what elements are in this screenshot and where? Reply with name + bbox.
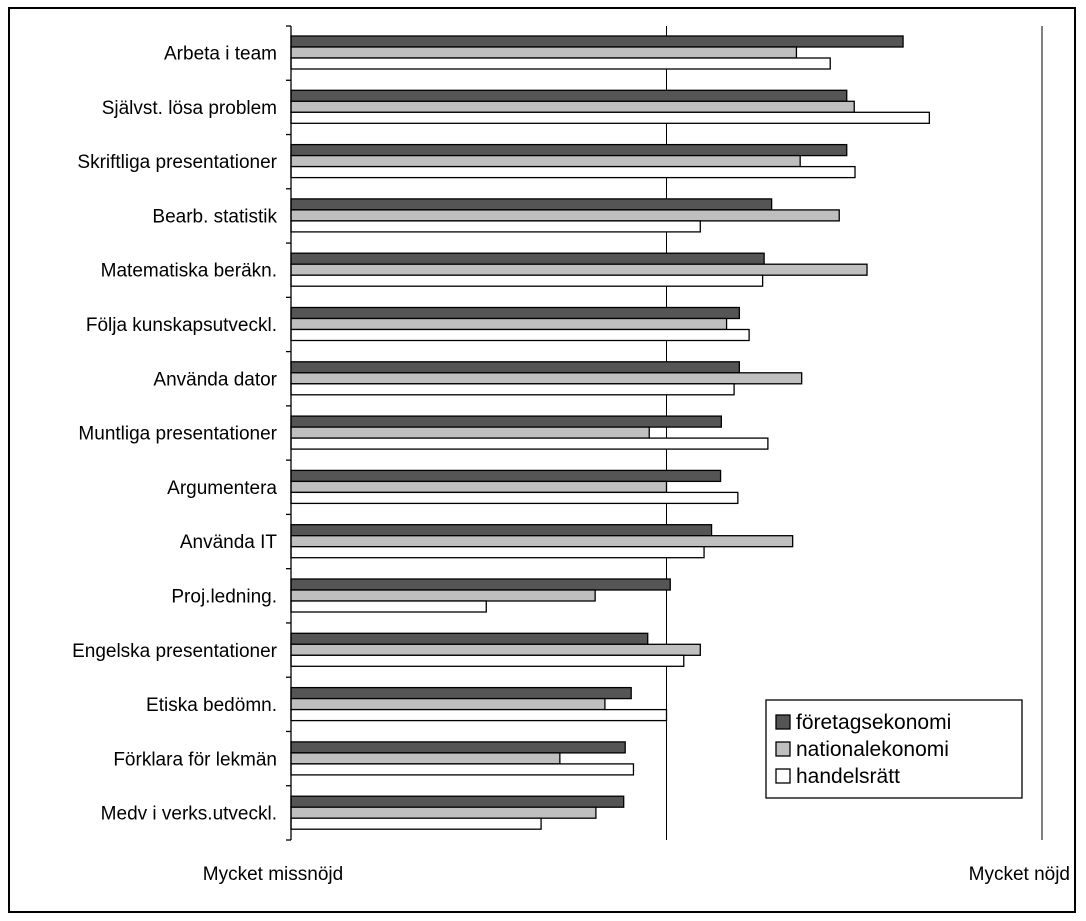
bar-nationalekonomi-2	[290, 154, 801, 168]
category-label-3: Bearb. statistik	[152, 206, 277, 227]
bar-företagsekonomi-6	[290, 361, 740, 374]
bar-företagsekonomi-0	[290, 35, 904, 48]
bar-handelsrätt-4	[290, 274, 764, 287]
bar-nationalekonomi-3	[290, 209, 840, 222]
bar-nationalekonomi-10	[290, 589, 596, 602]
legend-swatch-företagsekonomi	[775, 714, 791, 730]
bar-företagsekonomi-12	[290, 686, 632, 700]
bar-chart: Arbeta i team Självst. lösa problem Skrift…	[72, 25, 1070, 885]
category-label-11: Engelska presentationer	[72, 641, 278, 662]
bar-företagsekonomi-1	[290, 89, 848, 102]
category-label-6: Använda dator	[153, 369, 277, 390]
category-label-9: Använda IT	[180, 532, 278, 553]
category-label-7: Muntliga presentationer	[78, 424, 277, 445]
legend-label-nationalekonomi: nationalekonomi	[796, 738, 949, 761]
legend-swatch-nationalekonomi	[775, 741, 791, 757]
bar-handelsrätt-12	[290, 708, 668, 722]
bar-nationalekonomi-13	[290, 752, 561, 765]
bar-handelsrätt-3	[290, 220, 701, 233]
bar-nationalekonomi-9	[290, 535, 794, 548]
bar-nationalekonomi-7	[290, 426, 650, 439]
bar-nationalekonomi-5	[290, 317, 728, 331]
bar-nationalekonomi-4	[290, 263, 868, 276]
bar-företagsekonomi-14	[290, 795, 625, 808]
bar-handelsrätt-10	[290, 600, 487, 613]
bar-företagsekonomi-4	[290, 252, 765, 265]
chart-frame: Arbeta i team Självst. lösa problem Skrift…	[8, 7, 1076, 913]
bar-företagsekonomi-11	[290, 632, 649, 645]
bar-handelsrätt-7	[290, 437, 769, 450]
category-label-10: Proj.ledning.	[171, 587, 277, 608]
bar-handelsrätt-13	[290, 763, 635, 776]
bar-företagsekonomi-10	[290, 578, 671, 591]
bar-handelsrätt-6	[290, 383, 735, 396]
category-label-2: Skriftliga presentationer	[77, 152, 277, 173]
category-label-1: Självst. lösa problem	[102, 98, 277, 119]
bar-företagsekonomi-3	[290, 198, 773, 211]
legend-swatch-handelsrätt	[775, 768, 791, 784]
bar-nationalekonomi-8	[290, 480, 668, 494]
category-label-4: Matematiska beräkn.	[101, 261, 277, 282]
bar-företagsekonomi-5	[290, 306, 740, 320]
bar-handelsrätt-11	[290, 654, 685, 667]
category-label-8: Argumentera	[167, 478, 277, 499]
category-label-14: Medv i verks.utveckl.	[101, 804, 277, 825]
bar-handelsrätt-14	[290, 817, 542, 830]
bar-nationalekonomi-14	[290, 806, 597, 819]
category-label-13: Förklara för lekmän	[113, 749, 277, 770]
bar-handelsrätt-1	[290, 111, 930, 124]
bar-handelsrätt-5	[290, 328, 750, 342]
x-tick-label-min: Mycket missnöjd	[203, 864, 343, 885]
category-label-5: Följa kunskapsutveckl.	[86, 315, 277, 336]
x-tick-label-max: Mycket nöjd	[969, 864, 1070, 885]
bar-nationalekonomi-1	[290, 100, 855, 113]
bar-företagsekonomi-7	[290, 415, 722, 428]
bar-företagsekonomi-8	[290, 469, 722, 483]
bar-handelsrätt-0	[290, 57, 831, 70]
bar-nationalekonomi-0	[290, 46, 798, 59]
bar-handelsrätt-8	[290, 491, 739, 505]
bar-företagsekonomi-13	[290, 741, 626, 754]
legend-box	[765, 699, 1023, 799]
bar-nationalekonomi-12	[290, 697, 606, 711]
bar-företagsekonomi-2	[290, 143, 848, 157]
category-label-12: Etiska bedömn.	[146, 695, 277, 716]
legend-label-handelsrätt: handelsrätt	[796, 765, 900, 788]
bar-nationalekonomi-11	[290, 643, 701, 656]
bar-företagsekonomi-9	[290, 524, 713, 537]
category-label-0: Arbeta i team	[164, 44, 277, 65]
bar-handelsrätt-2	[290, 165, 856, 179]
bar-handelsrätt-9	[290, 546, 705, 559]
legend-label-företagsekonomi: företagsekonomi	[796, 711, 951, 734]
bar-nationalekonomi-6	[290, 372, 803, 385]
